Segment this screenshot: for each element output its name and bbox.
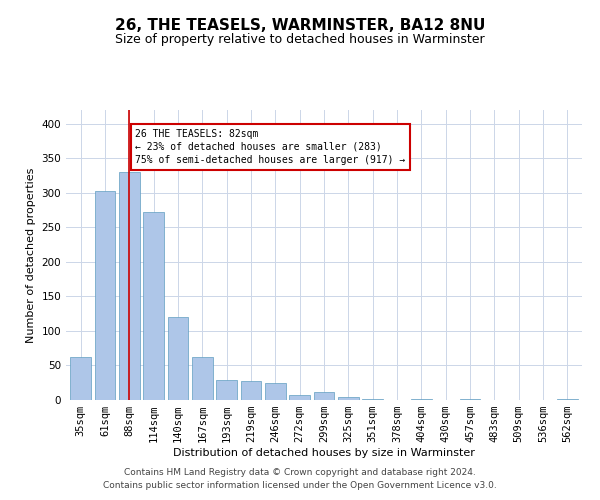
Bar — [338, 396, 359, 400]
Bar — [460, 398, 481, 400]
Bar — [119, 172, 140, 400]
Bar — [167, 317, 188, 400]
Bar — [143, 212, 164, 400]
Bar — [241, 380, 262, 400]
Bar — [216, 380, 237, 400]
Bar — [265, 382, 286, 400]
Bar — [289, 395, 310, 400]
Text: Size of property relative to detached houses in Warminster: Size of property relative to detached ho… — [115, 32, 485, 46]
Bar — [314, 392, 334, 400]
Bar — [192, 356, 212, 400]
Text: Contains public sector information licensed under the Open Government Licence v3: Contains public sector information licen… — [103, 480, 497, 490]
X-axis label: Distribution of detached houses by size in Warminster: Distribution of detached houses by size … — [173, 448, 475, 458]
Text: 26 THE TEASELS: 82sqm
← 23% of detached houses are smaller (283)
75% of semi-det: 26 THE TEASELS: 82sqm ← 23% of detached … — [136, 128, 406, 165]
Bar — [557, 398, 578, 400]
Y-axis label: Number of detached properties: Number of detached properties — [26, 168, 36, 342]
Bar — [95, 191, 115, 400]
Text: 26, THE TEASELS, WARMINSTER, BA12 8NU: 26, THE TEASELS, WARMINSTER, BA12 8NU — [115, 18, 485, 32]
Bar — [411, 398, 432, 400]
Bar — [70, 357, 91, 400]
Text: Contains HM Land Registry data © Crown copyright and database right 2024.: Contains HM Land Registry data © Crown c… — [124, 468, 476, 477]
